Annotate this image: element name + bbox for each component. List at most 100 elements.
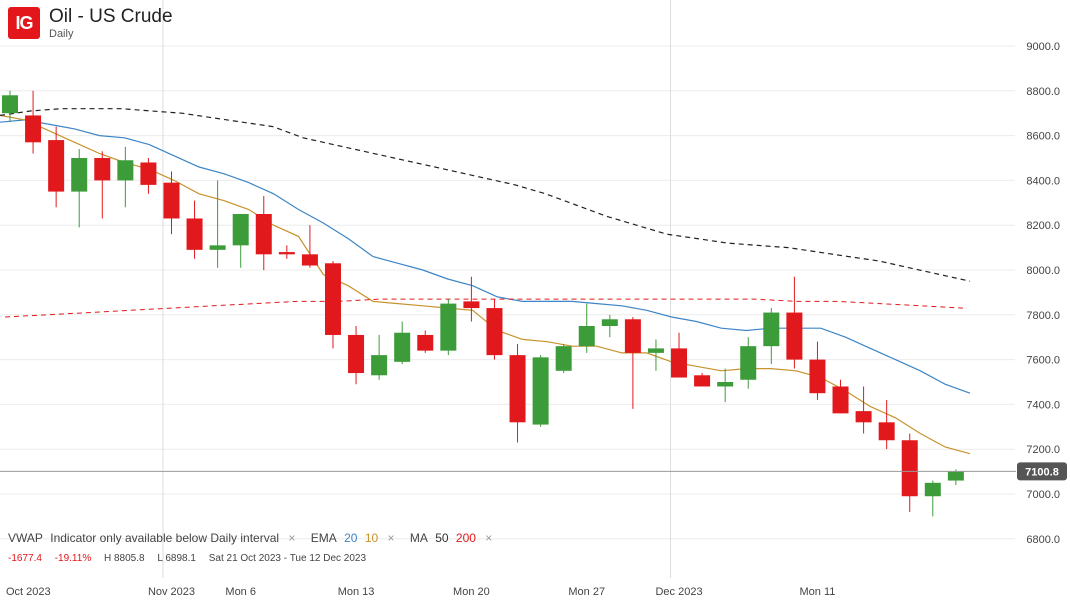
candle-down[interactable] (509, 343, 526, 443)
ig-logo: IG (8, 7, 40, 39)
period-low: L 6898.1 (157, 553, 196, 564)
candle-down[interactable] (186, 200, 203, 259)
candle-down[interactable] (255, 196, 272, 270)
vwap-label: VWAP (8, 531, 43, 545)
x-tick-label: Dec 2023 (655, 586, 702, 598)
candle-up[interactable] (647, 339, 664, 371)
candle-down[interactable] (94, 151, 111, 219)
ema-slow-period[interactable]: 10 (364, 531, 379, 545)
candle-down[interactable] (694, 373, 711, 387)
candle-down[interactable] (832, 379, 849, 414)
candle-up[interactable] (71, 149, 88, 228)
candle-up[interactable] (578, 303, 595, 353)
y-tick-label: 8600.0 (1026, 131, 1060, 143)
candle-body (694, 375, 711, 387)
candle-body (786, 312, 803, 360)
y-tick-label: 8400.0 (1026, 175, 1060, 187)
candle-down[interactable] (463, 276, 480, 322)
candle-body (232, 214, 249, 246)
candle-up[interactable] (555, 343, 572, 374)
candle-body (671, 348, 688, 378)
candle-body (809, 359, 826, 394)
ema-fast-period[interactable]: 20 (344, 531, 358, 545)
price-change-percent: -19.11% (54, 553, 92, 564)
ma-slow-period[interactable]: 200 (455, 531, 476, 545)
y-tick-label: 8200.0 (1026, 220, 1060, 232)
candle-body (71, 158, 88, 192)
candle-up[interactable] (394, 321, 411, 365)
instrument-title: Oil - US Crude (49, 6, 173, 27)
candle-body (417, 334, 434, 351)
candle-body (48, 140, 65, 192)
candle-body (624, 319, 641, 353)
candle-down[interactable] (163, 171, 180, 235)
y-tick-label: 9000.0 (1026, 41, 1060, 53)
candle-body (601, 319, 618, 326)
y-tick-label: 7000.0 (1026, 489, 1060, 501)
candle-up[interactable] (601, 314, 618, 338)
candle-down[interactable] (901, 433, 918, 512)
candle-body (140, 162, 157, 185)
candle-up[interactable] (209, 180, 226, 268)
y-tick-label: 8800.0 (1026, 86, 1060, 98)
indicator-legend: VWAP Indicator only available below Dail… (8, 531, 504, 545)
candle-body (25, 115, 42, 143)
candle-body (924, 482, 941, 497)
current-price-tag (1017, 462, 1067, 481)
ma-remove-icon[interactable]: × (485, 531, 493, 545)
y-tick-label: 6800.0 (1026, 534, 1060, 546)
y-tick-label: 7400.0 (1026, 399, 1060, 411)
candle-up[interactable] (232, 214, 249, 268)
candle-up[interactable] (717, 368, 734, 403)
candle-down[interactable] (417, 330, 434, 353)
candle-down[interactable] (348, 326, 365, 385)
period-high: H 8805.8 (104, 553, 145, 564)
candle-body (878, 422, 895, 441)
candle-body (255, 214, 272, 255)
candle-up[interactable] (440, 299, 457, 356)
y-tick-label: 7800.0 (1026, 310, 1060, 322)
candle-up[interactable] (763, 308, 780, 365)
ema-10-line (0, 114, 971, 455)
candle-body (855, 411, 872, 423)
candle-down[interactable] (855, 386, 872, 434)
price-change: -1677.4 (8, 553, 42, 564)
candle-up[interactable] (371, 334, 388, 380)
candle-up[interactable] (740, 337, 757, 389)
ma-fast-period[interactable]: 50 (435, 531, 449, 545)
candle-up[interactable] (117, 146, 134, 208)
candle-down[interactable] (878, 399, 895, 450)
candle-body (486, 308, 503, 356)
candle-down[interactable] (140, 158, 157, 194)
candle-down[interactable] (624, 317, 641, 409)
candle-up[interactable] (924, 480, 941, 517)
vwap-remove-icon[interactable]: × (288, 531, 296, 545)
candle-down[interactable] (48, 126, 65, 208)
candle-up[interactable] (2, 90, 18, 123)
candle-up[interactable] (532, 355, 549, 427)
candle-down[interactable] (324, 261, 341, 349)
y-tick-label: 8000.0 (1026, 265, 1060, 277)
candle-down[interactable] (301, 225, 318, 268)
x-tick-label: Mon 13 (338, 586, 375, 598)
ema-remove-icon[interactable]: × (387, 531, 395, 545)
candle-down[interactable] (809, 341, 826, 400)
candle-down[interactable] (671, 332, 688, 378)
candle-body (394, 332, 411, 362)
candle-down[interactable] (25, 90, 42, 154)
candle-body (209, 245, 226, 250)
x-tick-label: Mon 27 (568, 586, 605, 598)
candle-down[interactable] (278, 245, 295, 259)
candle-body (832, 386, 849, 414)
candle-down[interactable] (486, 299, 503, 360)
y-tick-label: 7600.0 (1026, 355, 1060, 367)
vwap-note: Indicator only available below Daily int… (50, 531, 280, 545)
candle-up[interactable] (947, 469, 964, 486)
x-tick-label: Mon 20 (453, 586, 490, 598)
candle-body (301, 254, 318, 266)
x-tick-label: Mon 11 (800, 586, 836, 598)
candle-down[interactable] (786, 276, 803, 369)
ema-20-line (0, 119, 971, 394)
